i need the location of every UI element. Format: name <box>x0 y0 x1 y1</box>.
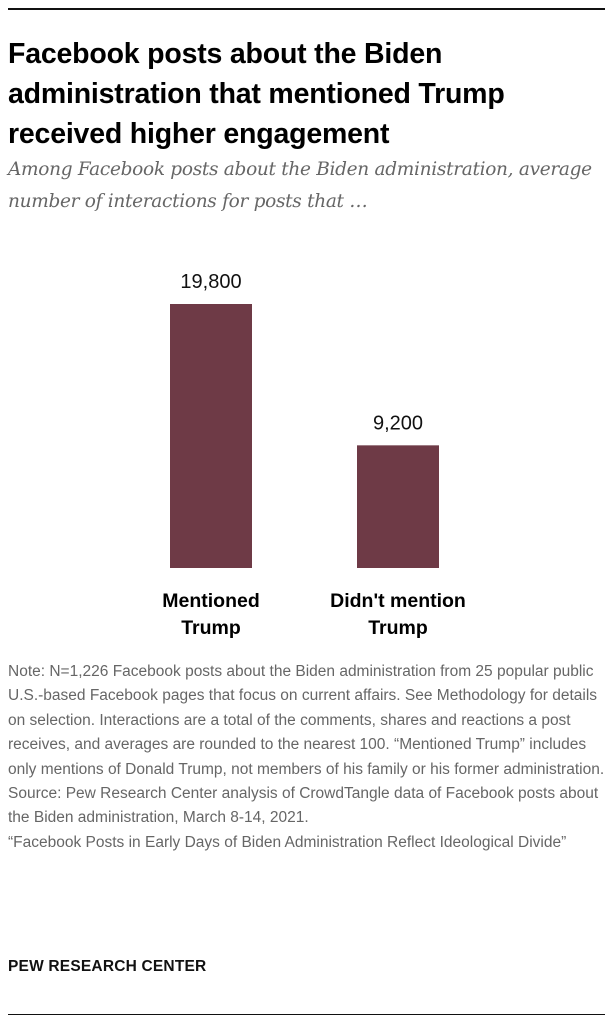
bar-value-label-0: 19,800 <box>180 271 241 293</box>
bar-1 <box>357 445 439 568</box>
chart-subtitle: Among Facebook posts about the Biden adm… <box>8 159 592 212</box>
category-label-0: Mentioned Trump <box>162 590 260 639</box>
chart-title: Facebook posts about the Biden administr… <box>8 38 505 150</box>
report-link-text: “Facebook Posts in Early Days of Biden A… <box>8 833 567 851</box>
bottom-rule <box>8 1014 605 1015</box>
note-text: Note: N=1,226 Facebook posts about the B… <box>8 663 605 778</box>
source-text: Source: Pew Research Center analysis of … <box>8 785 599 827</box>
bar-0 <box>170 304 252 568</box>
bar-chart-svg: 19,800 Mentioned Trump 9,200 Didn't mention T… <box>162 271 466 639</box>
brand-logo-text: PEW RESEARCH CENTER <box>8 958 207 975</box>
top-rule <box>8 8 605 10</box>
category-label-1: Didn't mention Trump <box>330 590 466 639</box>
bar-chart: 19,800 Mentioned Trump 9,200 Didn't mention T… <box>0 250 613 650</box>
bar-value-label-1: 9,200 <box>373 412 423 434</box>
chart-notes: Note: N=1,226 Facebook posts about the B… <box>8 660 606 855</box>
